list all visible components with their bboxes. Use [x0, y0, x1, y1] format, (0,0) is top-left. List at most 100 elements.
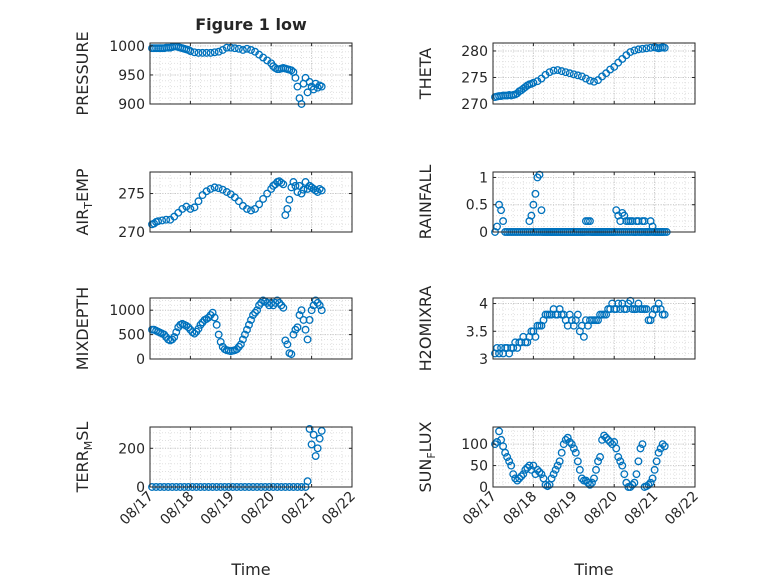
y-tick-label: 200 [118, 441, 145, 457]
data-point [243, 44, 251, 53]
y-tick-label: 270 [461, 97, 488, 113]
data-point [499, 217, 508, 226]
data-point [503, 453, 512, 461]
data-point [202, 187, 211, 196]
data-point [168, 335, 177, 344]
y-tick-label: 3 [479, 352, 488, 368]
data-point [283, 340, 292, 349]
data-point [277, 178, 286, 187]
x-axis-label-left: Time [230, 560, 270, 579]
data-point [567, 440, 576, 449]
data-point [255, 301, 264, 310]
y-axis-label: SUNFLUX [416, 421, 438, 492]
data-point [549, 470, 558, 479]
data-point [186, 204, 195, 213]
data-point [301, 325, 310, 334]
data-point [297, 306, 306, 315]
data-point [313, 298, 322, 307]
data-point [636, 444, 645, 453]
data-point [525, 461, 534, 470]
data-point [573, 457, 582, 466]
data-point [247, 206, 255, 215]
y-tick-label: 50 [470, 459, 488, 475]
data-point [644, 480, 653, 489]
data-point [190, 329, 199, 338]
data-point [232, 345, 241, 354]
y-tick-label: 0 [479, 480, 488, 496]
data-point [251, 204, 259, 213]
data-point [198, 48, 207, 57]
y-tick-label: 275 [461, 70, 488, 86]
data-point [281, 336, 290, 345]
data-point [545, 68, 554, 77]
subplot-1: 900 950 1000 PRESSURE [73, 31, 353, 116]
data-point [507, 461, 516, 470]
data-point [646, 478, 655, 487]
data-point [561, 435, 570, 444]
y-tick-label: 1000 [109, 39, 145, 55]
subplot-2: 270 275 280 THETA [416, 42, 696, 113]
data-point [634, 45, 643, 54]
data-point [610, 62, 619, 71]
data-point [190, 48, 199, 57]
data-point [531, 332, 540, 341]
y-axis-label: THETA [416, 48, 435, 100]
data-point [305, 424, 314, 433]
data-point [291, 73, 300, 82]
data-point [583, 478, 592, 487]
data-point [505, 457, 514, 466]
data-point [243, 204, 251, 213]
data-point [214, 330, 223, 339]
data-point [529, 200, 538, 209]
y-tick-label: 950 [118, 68, 145, 84]
data-point [307, 306, 316, 315]
data-point [569, 70, 578, 79]
data-point [214, 47, 223, 56]
data-point [569, 444, 578, 453]
data-point [194, 324, 203, 333]
data-point [273, 296, 282, 305]
data-point [243, 325, 251, 334]
data-point [202, 315, 211, 323]
data-point [236, 340, 245, 349]
y-tick-label: 1 [479, 170, 488, 186]
data-point [586, 217, 594, 226]
data-point [297, 189, 306, 198]
data-point [600, 431, 609, 440]
data-point [194, 48, 203, 57]
y-axis-label: PRESSURE [73, 31, 92, 115]
axes-box [492, 171, 696, 233]
data-point [537, 470, 546, 479]
data-point [307, 440, 316, 449]
data-point [293, 323, 302, 332]
data-point [642, 305, 651, 314]
data-point [295, 311, 304, 320]
data-point [182, 202, 191, 211]
data-point [650, 465, 659, 474]
data-point [182, 321, 191, 330]
data-point [529, 78, 538, 87]
data-point [638, 44, 647, 53]
data-point [654, 448, 663, 457]
data-point [529, 461, 538, 470]
data-point [590, 474, 598, 483]
y-tick-label: 3.5 [466, 324, 488, 340]
data-point [170, 333, 179, 341]
data-point [218, 185, 227, 194]
y-tick-label: 0 [136, 352, 145, 368]
data-point [222, 188, 231, 196]
data-point [186, 47, 195, 56]
axes-box [149, 426, 353, 488]
data-point [527, 211, 536, 220]
data-point [162, 215, 171, 224]
data-point [573, 310, 582, 319]
data-point [495, 427, 504, 436]
data-point [230, 44, 239, 53]
data-point [309, 430, 318, 439]
data-point [537, 206, 546, 215]
subplot-6: 3 3.5 4 H2OMIXRA [416, 286, 696, 371]
data-point [317, 82, 326, 91]
data-point [245, 320, 253, 329]
data-point [218, 46, 227, 54]
axes-box [149, 297, 353, 360]
